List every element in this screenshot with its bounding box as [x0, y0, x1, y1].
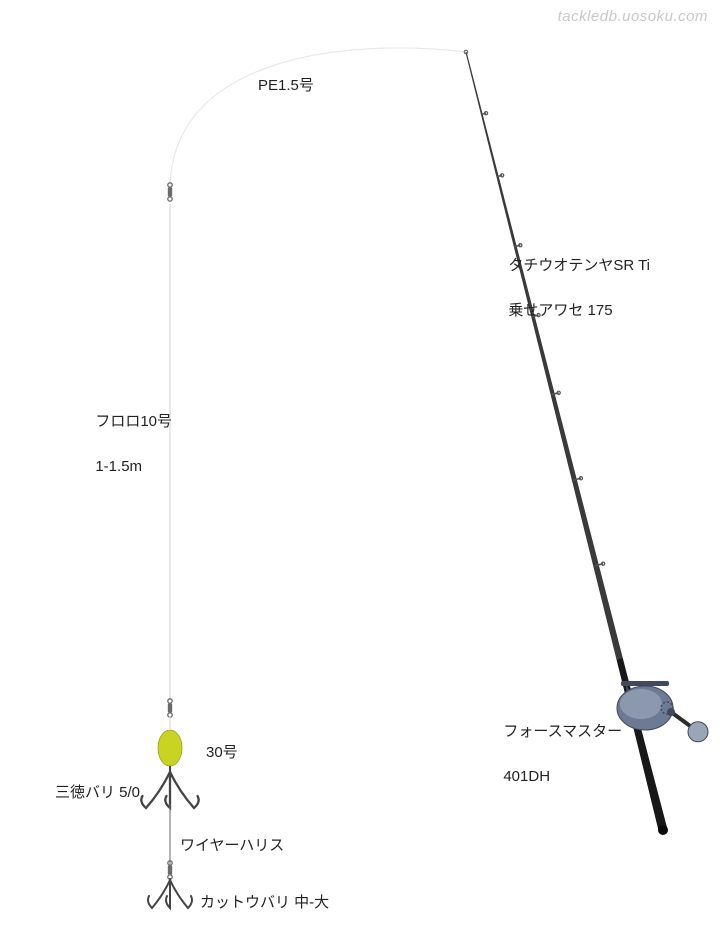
main-hook-label: 三徳バリ 5/0 [55, 782, 140, 805]
reel-label-line1: フォースマスター [503, 723, 622, 740]
sub-hook-group [148, 878, 192, 908]
rod-label: タチウオテンヤSR Ti 乗せアワセ 175 [500, 232, 650, 322]
main-hook-group [141, 766, 198, 808]
watermark-text: tackledb.uosoku.com [558, 8, 708, 25]
sub-hook-label: カットウバリ 中-大 [200, 892, 329, 915]
leader-label-line2: 1-1.5m [95, 458, 142, 475]
fishing-reel [617, 681, 708, 742]
wire-leader-label: ワイヤーハリス [180, 835, 284, 858]
swivel-bottom [168, 699, 172, 717]
main-line [170, 48, 466, 190]
leader-label-line1: フロロ10号 [95, 413, 172, 430]
main-line-label: PE1.5号 [258, 75, 314, 98]
sinker-label: 30号 [206, 742, 238, 765]
rod-label-line1: タチウオテンヤSR Ti [508, 257, 650, 274]
leader-label: フロロ10号 1-1.5m [87, 388, 172, 478]
rod-label-line2: 乗せアワセ 175 [508, 302, 612, 319]
reel-label: フォースマスター 401DH [495, 698, 622, 788]
reel-label-line2: 401DH [503, 768, 550, 785]
sinker-weight [158, 730, 182, 766]
